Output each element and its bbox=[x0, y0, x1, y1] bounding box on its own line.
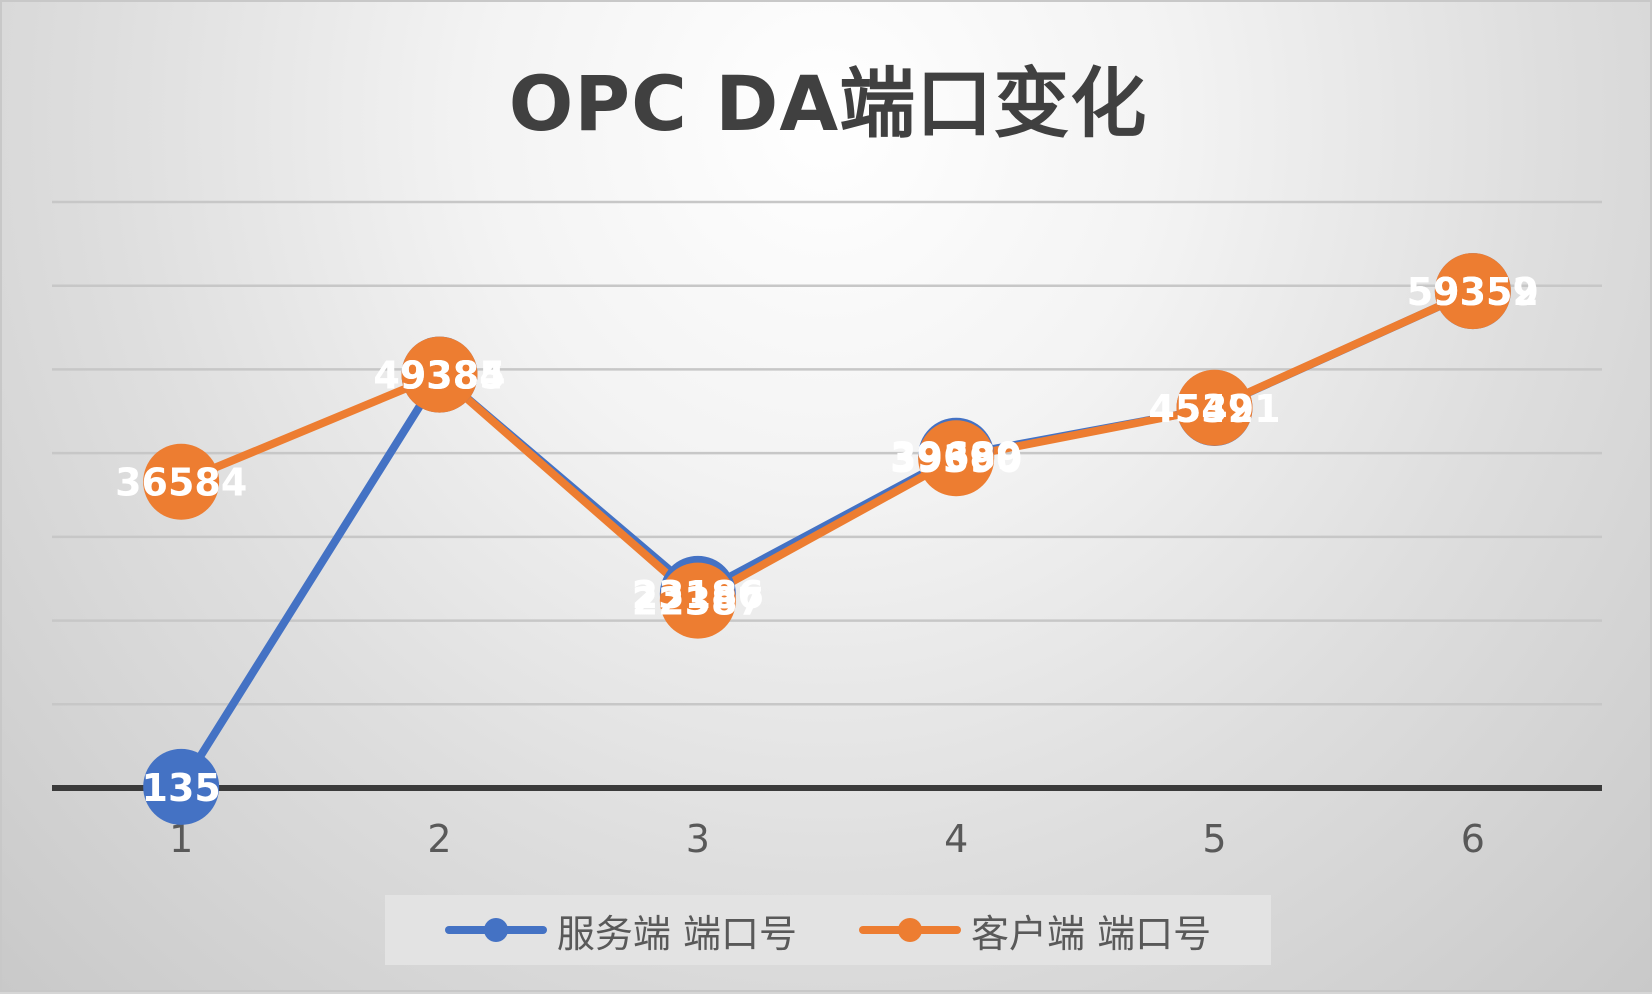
chart-title: OPC DA端口变化 bbox=[508, 59, 1148, 148]
x-tick-label: 6 bbox=[1461, 817, 1485, 861]
data-label-0-3: 39689 bbox=[890, 435, 1022, 479]
x-tick-label: 4 bbox=[944, 817, 968, 861]
legend-item-server[interactable]: 服务端 端口号 bbox=[444, 903, 797, 958]
data-point-0-0[interactable] bbox=[143, 748, 220, 825]
x-tick-label: 3 bbox=[686, 817, 710, 861]
x-tick-label: 2 bbox=[427, 817, 451, 861]
gridlines bbox=[52, 200, 1602, 706]
data-point-1-1[interactable] bbox=[401, 336, 478, 413]
legend-swatch-client-icon bbox=[859, 918, 961, 942]
data-label-0-4: 45391 bbox=[1148, 387, 1280, 431]
legend-label-client: 客户端 端口号 bbox=[971, 911, 1212, 956]
data-label-0-1: 49385 bbox=[373, 354, 505, 398]
data-point-1-4[interactable] bbox=[1176, 369, 1253, 446]
data-label-1-2: 22387 bbox=[632, 580, 764, 624]
data-label-0-0: 135 bbox=[142, 766, 221, 810]
legend: 服务端 端口号 客户端 端口号 bbox=[385, 895, 1271, 965]
data-label-0-5: 59352 bbox=[1407, 270, 1539, 314]
data-point-1-3[interactable] bbox=[918, 420, 995, 497]
data-labels: 135 49385 23186 39689 45391 59352 36584 49384 22… bbox=[115, 270, 1539, 810]
data-label-1-4: 45421 bbox=[1148, 387, 1280, 431]
x-tick-label: 5 bbox=[1202, 817, 1226, 861]
legend-swatch-server-icon bbox=[444, 918, 547, 942]
data-label-1-1: 49384 bbox=[373, 354, 505, 398]
data-label-1-0: 36584 bbox=[115, 461, 247, 505]
legend-item-client[interactable]: 客户端 端口号 bbox=[859, 903, 1211, 958]
series-lines bbox=[143, 253, 1511, 825]
data-point-1-0[interactable] bbox=[143, 443, 220, 520]
series-line-1 bbox=[177, 287, 1477, 605]
legend-label-server: 服务端 端口号 bbox=[556, 911, 797, 956]
data-label-0-2: 23186 bbox=[632, 573, 764, 617]
data-point-1-5[interactable] bbox=[1434, 253, 1511, 330]
data-label-1-3: 39390 bbox=[890, 437, 1022, 481]
data-point-1-2[interactable] bbox=[659, 562, 736, 639]
data-label-1-5: 59359 bbox=[1407, 270, 1539, 314]
